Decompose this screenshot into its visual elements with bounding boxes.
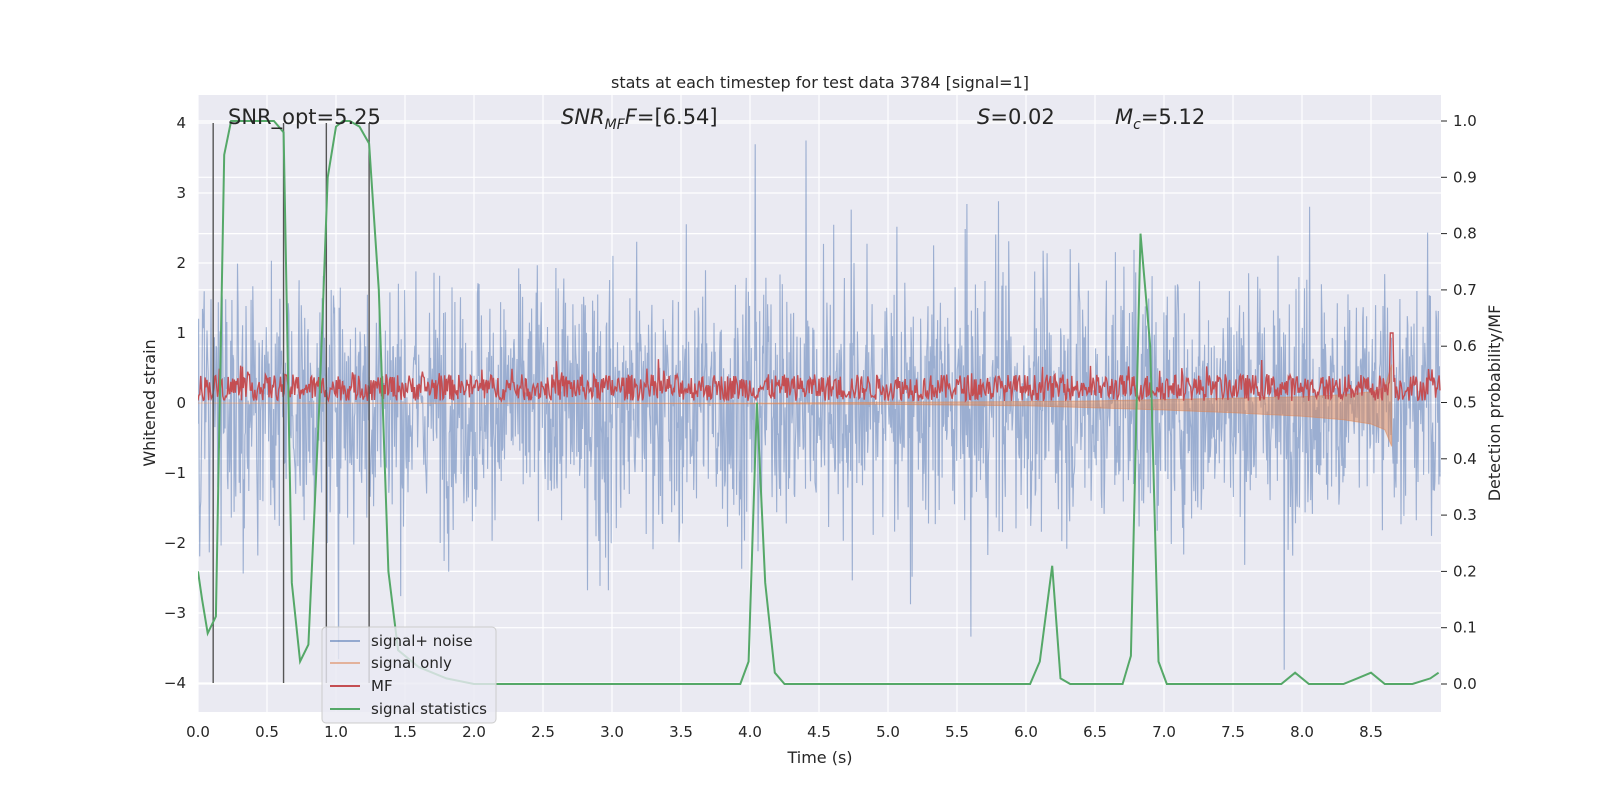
annotation-snr-mf: SNRMFF=[6.54] (561, 105, 718, 133)
y2-tick-label: 1.0 (1453, 112, 1477, 130)
x-tick-label: 8.5 (1359, 723, 1383, 741)
annotation-snr-mf-sub: MF (605, 117, 626, 133)
y2-tick-label: 0.7 (1453, 281, 1477, 299)
x-tick-label: 0.5 (255, 723, 279, 741)
legend-label-signal-statistics: signal statistics (371, 700, 487, 718)
x-tick-label: 7.0 (1152, 723, 1176, 741)
y-tick-label: −3 (164, 604, 186, 622)
signal-noise-series (198, 140, 1441, 670)
x-axis-label: Time (s) (786, 748, 852, 767)
signal-only-series (198, 364, 1393, 447)
y-axis-ticks: −4 −3 −2 −1 0 1 2 3 4 (164, 114, 186, 692)
x-tick-label: 3.0 (600, 723, 624, 741)
x-tick-label: 7.5 (1221, 723, 1245, 741)
annotation-mc: Mc=5.12 (1115, 105, 1205, 133)
x-tick-label: 3.5 (669, 723, 693, 741)
y2-tick-label: 0.2 (1453, 562, 1477, 580)
annotation-s-main: S (977, 105, 990, 129)
annotation-mc-main: M (1115, 105, 1133, 129)
chart-title: stats at each timestep for test data 378… (611, 73, 1029, 92)
y-tick-label: 0 (176, 394, 186, 412)
y2-tick-label: 0.9 (1453, 168, 1477, 186)
y2-tick-label: 0.5 (1453, 394, 1477, 412)
annotation-s-value: =0.02 (990, 105, 1054, 129)
annotation-snr-mf-value: =[6.54] (637, 105, 718, 129)
y2-tick-label: 0.3 (1453, 506, 1477, 524)
legend-label-signal-noise: signal+ noise (371, 632, 473, 650)
annotation-snr-opt: SNR_opt=5.25 (228, 105, 381, 130)
y2-tick-label: 0.6 (1453, 337, 1477, 355)
signal-statistics-series (198, 120, 1440, 685)
y-tick-label: −1 (164, 464, 186, 482)
signal-only-area (198, 364, 1393, 447)
x-axis-ticks: 0.0 0.5 1.0 1.5 2.0 2.5 3.0 3.5 4.0 4.5 5.0 5.5 6.0 6… (186, 723, 1383, 741)
annotation-mc-value: =5.12 (1141, 105, 1205, 129)
annotation-s: S=0.02 (977, 105, 1055, 129)
signal-noise-line (198, 140, 1441, 670)
y-tick-label: −4 (164, 674, 186, 692)
x-tick-label: 6.0 (1014, 723, 1038, 741)
y-axis-label: Whitened strain (140, 339, 159, 466)
y2-tick-label: 0.0 (1453, 675, 1477, 693)
x-tick-label: 4.0 (738, 723, 762, 741)
x-tick-label: 4.5 (807, 723, 831, 741)
x-tick-label: 1.0 (324, 723, 348, 741)
signal-statistics-line (198, 120, 1440, 685)
chart-legend: signal+ noise signal only MF signal stat… (321, 626, 497, 724)
legend-box (321, 626, 497, 724)
y2-tick-label: 0.1 (1453, 619, 1477, 637)
y-tick-label: 1 (176, 324, 186, 342)
y-tick-label: −2 (164, 534, 186, 552)
y2-axis-ticks: 0.0 0.1 0.2 0.3 0.4 0.5 0.6 0.7 0.8 0.9 1.0 (1441, 112, 1477, 693)
x-tick-label: 0.0 (186, 723, 210, 741)
mf-line (198, 332, 1441, 403)
x-tick-label: 5.0 (876, 723, 900, 741)
annotation-snr-mf-main: SNR (561, 105, 605, 129)
y-tick-label: 2 (176, 254, 186, 272)
mf-series (198, 332, 1441, 403)
x-tick-label: 6.5 (1083, 723, 1107, 741)
annotation-snr-mf-f: F (625, 105, 638, 129)
x-tick-label: 8.0 (1290, 723, 1314, 741)
x-tick-label: 2.0 (462, 723, 486, 741)
y2-axis-label: Detection probability/MF (1485, 305, 1504, 502)
x-tick-label: 5.5 (945, 723, 969, 741)
legend-label-mf: MF (371, 677, 393, 695)
y2-tick-label: 0.4 (1453, 450, 1477, 468)
y-tick-label: 3 (176, 184, 186, 202)
annotation-mc-sub: c (1133, 117, 1141, 133)
y-tick-label: 4 (176, 114, 186, 132)
y2-tick-label: 0.8 (1453, 225, 1477, 243)
legend-label-signal-only: signal only (371, 654, 452, 672)
x-tick-label: 2.5 (531, 723, 555, 741)
x-tick-label: 1.5 (393, 723, 417, 741)
